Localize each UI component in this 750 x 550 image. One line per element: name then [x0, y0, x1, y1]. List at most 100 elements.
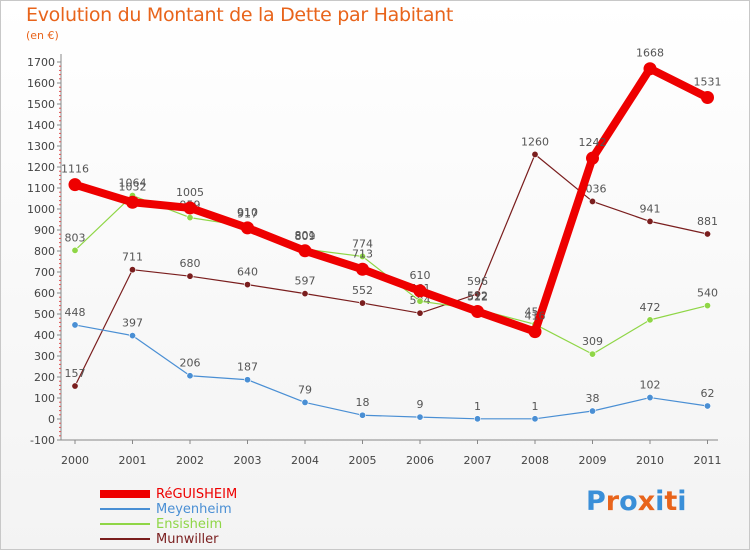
data-point [358, 252, 366, 260]
data-point [416, 297, 424, 305]
data-label: 711 [122, 251, 143, 264]
data-label: 1668 [636, 47, 664, 60]
data-point [416, 309, 424, 317]
data-label: 552 [352, 284, 373, 297]
y-tick-label: 700 [34, 266, 55, 279]
data-point [126, 195, 139, 209]
data-point [473, 290, 481, 298]
y-tick-label: 0 [48, 413, 55, 426]
chart-unit-label: (en €) [26, 29, 59, 42]
data-label: 472 [640, 301, 661, 314]
data-point [71, 321, 79, 329]
legend-swatch [100, 490, 150, 498]
data-label: 187 [237, 361, 258, 374]
y-tick-label: 1200 [27, 161, 55, 174]
data-point [301, 290, 309, 298]
data-point [471, 304, 484, 318]
data-label: 38 [586, 392, 600, 405]
legend-swatch [100, 523, 150, 525]
chart-legend: RéGUISHEIM Meyenheim Ensisheim Munwiller [100, 487, 340, 547]
data-point [531, 150, 539, 158]
data-label: 309 [582, 335, 603, 348]
data-label: 79 [298, 383, 312, 396]
data-point [473, 415, 481, 423]
brand-letter: P [586, 486, 606, 517]
data-point [244, 281, 252, 289]
y-tick-label: 1300 [27, 140, 55, 153]
data-point [298, 244, 312, 258]
x-tick-label: 2004 [291, 454, 319, 467]
x-tick-label: 2003 [234, 454, 262, 467]
data-label: 512 [467, 289, 488, 302]
brand-letter: o [619, 486, 638, 517]
y-tick-label: 1100 [27, 182, 55, 195]
x-tick-label: 2008 [521, 454, 549, 467]
data-point [71, 246, 79, 254]
data-point [129, 332, 137, 340]
legend-label: Ensisheim [156, 517, 223, 532]
data-point [586, 151, 599, 165]
data-label: 881 [697, 215, 718, 228]
data-label: 597 [295, 275, 316, 288]
proxiti-logo: Proxiti [586, 486, 687, 517]
data-label: 1064 [119, 177, 147, 190]
brand-letter: i [655, 486, 665, 517]
x-tick-label: 2006 [406, 454, 434, 467]
data-point [183, 201, 197, 215]
data-label: 62 [701, 387, 715, 400]
data-point [413, 284, 427, 298]
data-label: 1260 [521, 135, 549, 148]
y-tick-label: 1700 [27, 56, 55, 69]
y-tick-label: 300 [34, 350, 55, 363]
data-point [186, 272, 194, 280]
data-label: 1 [474, 400, 481, 413]
y-tick-label: 200 [34, 371, 55, 384]
data-point [531, 415, 539, 423]
data-point [528, 325, 542, 339]
data-label: 157 [65, 367, 86, 380]
data-label: 18 [356, 396, 370, 409]
data-point [186, 372, 194, 380]
data-label: 910 [237, 206, 258, 219]
data-label: 416 [525, 310, 546, 323]
data-point [703, 230, 711, 238]
data-label: 1032 [119, 180, 147, 193]
data-label: 801 [295, 229, 316, 242]
data-label: 774 [352, 237, 373, 250]
data-label: 1242 [579, 136, 607, 149]
legend-item: RéGUISHEIM [100, 487, 340, 502]
data-point [244, 376, 252, 384]
y-tick-label: 1500 [27, 98, 55, 111]
brand-letter: r [605, 486, 620, 517]
data-label: 448 [65, 306, 86, 319]
data-label: 9 [417, 398, 424, 411]
series-line [71, 64, 712, 336]
data-point [643, 62, 657, 76]
data-label: 640 [237, 266, 258, 279]
data-point [588, 350, 596, 358]
y-tick-label: 600 [34, 287, 55, 300]
data-point [71, 382, 79, 390]
data-point [358, 411, 366, 419]
legend-swatch [100, 508, 150, 510]
data-label: 809 [295, 230, 316, 243]
data-label: 713 [352, 247, 373, 260]
data-point [186, 214, 194, 222]
legend-item: Meyenheim [100, 502, 340, 517]
y-tick-label: 800 [34, 245, 55, 258]
data-label: 596 [467, 275, 488, 288]
data-point [241, 221, 254, 235]
data-point [646, 316, 654, 324]
y-tick-label: 400 [34, 329, 55, 342]
data-point [588, 407, 596, 415]
data-label: 610 [410, 269, 431, 282]
brand-letter: x [637, 486, 656, 517]
data-point [588, 197, 596, 205]
y-tick-label: 1600 [27, 77, 55, 90]
legend-swatch [100, 538, 150, 540]
data-point [701, 90, 714, 104]
data-point [68, 178, 82, 192]
brand-letter: i [677, 486, 687, 517]
series-line [74, 153, 709, 387]
